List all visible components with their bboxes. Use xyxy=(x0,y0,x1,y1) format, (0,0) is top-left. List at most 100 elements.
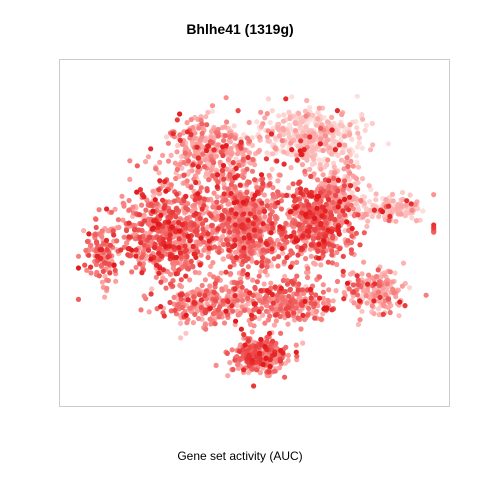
scatter-point xyxy=(246,179,252,185)
scatter-point xyxy=(143,296,149,302)
scatter-point xyxy=(394,206,400,212)
scatter-point xyxy=(335,224,341,230)
scatter-point xyxy=(324,162,330,168)
scatter-point xyxy=(270,151,276,157)
scatter-point xyxy=(357,298,363,304)
scatter-point xyxy=(184,120,190,126)
scatter-point xyxy=(178,277,184,283)
scatter-point xyxy=(154,201,160,207)
scatter-point xyxy=(252,177,258,183)
scatter-point xyxy=(264,111,270,117)
scatter-point xyxy=(234,297,240,303)
scatter-point xyxy=(308,173,314,179)
scatter-point xyxy=(326,241,332,247)
scatter-point xyxy=(342,228,348,234)
scatter-point xyxy=(230,366,236,373)
scatter-point xyxy=(219,287,225,293)
scatter-point xyxy=(383,292,389,298)
scatter-point xyxy=(127,176,133,182)
scatter-point xyxy=(262,295,268,301)
scatter-point xyxy=(105,277,111,284)
scatter-point xyxy=(278,330,284,336)
scatter-point xyxy=(93,216,99,222)
scatter-point xyxy=(336,213,342,220)
scatter-point xyxy=(174,149,180,155)
scatter-point xyxy=(304,97,310,104)
scatter-point xyxy=(233,254,239,260)
scatter-point xyxy=(357,242,363,248)
scatter-point xyxy=(75,265,82,271)
scatter-point xyxy=(134,163,140,169)
scatter-point xyxy=(320,300,327,306)
scatter-point xyxy=(174,117,180,123)
scatter-point xyxy=(170,131,176,137)
scatter-point xyxy=(202,137,208,144)
scatter-point xyxy=(262,268,268,274)
scatter-point xyxy=(244,348,250,354)
scatter-point xyxy=(386,296,392,302)
scatter-point xyxy=(359,271,365,277)
scatter-point xyxy=(329,127,335,133)
scatter-point xyxy=(220,152,226,159)
scatter-point xyxy=(298,138,304,144)
scatter-point xyxy=(227,264,233,270)
scatter-point xyxy=(242,253,248,259)
scatter-point xyxy=(355,212,361,218)
scatter-point xyxy=(252,284,258,291)
scatter-point xyxy=(171,198,177,204)
scatter-point xyxy=(111,232,117,238)
scatter-point xyxy=(278,285,284,291)
scatter-point xyxy=(320,249,326,255)
scatter-point xyxy=(242,147,248,153)
scatter-point xyxy=(221,191,227,197)
scatter-point xyxy=(262,115,268,121)
scatter-point xyxy=(296,110,302,116)
scatter-point xyxy=(399,189,406,196)
scatter-point xyxy=(277,306,283,312)
scatter-point xyxy=(276,113,282,119)
scatter-point xyxy=(339,149,345,156)
scatter-point xyxy=(288,165,294,171)
scatter-point xyxy=(295,252,301,258)
scatter-point xyxy=(282,289,288,295)
scatter-point xyxy=(404,198,410,204)
scatter-point xyxy=(254,279,260,285)
scatter-point xyxy=(177,161,183,167)
scatter-point xyxy=(240,258,246,264)
scatter-point xyxy=(408,201,414,207)
scatter-point xyxy=(302,298,308,304)
scatter-point xyxy=(195,168,201,175)
scatter-point xyxy=(151,218,157,224)
scatter-point xyxy=(322,233,328,239)
scatter-point xyxy=(264,264,270,270)
scatter-point xyxy=(398,211,404,217)
scatter-point xyxy=(228,190,234,197)
scatter-point xyxy=(328,212,334,218)
scatter-point xyxy=(142,159,149,165)
scatter-point xyxy=(186,158,192,164)
scatter-point xyxy=(195,191,201,197)
scatter-point xyxy=(188,184,194,190)
scatter-point xyxy=(185,317,191,323)
scatter-point xyxy=(196,125,202,131)
scatter-point xyxy=(177,292,183,298)
scatter-point xyxy=(275,125,281,131)
scatter-point xyxy=(390,198,396,204)
scatter-point xyxy=(177,111,183,117)
scatter-point xyxy=(271,351,278,357)
scatter-point xyxy=(201,239,207,245)
scatter-point xyxy=(242,342,248,348)
scatter-point xyxy=(199,121,205,127)
scatter-point xyxy=(246,150,252,156)
scatter-point xyxy=(359,145,365,151)
scatter-point xyxy=(83,247,89,254)
scatter-point xyxy=(341,183,347,189)
scatter-point xyxy=(283,306,289,312)
scatter-point xyxy=(262,344,268,350)
scatter-point xyxy=(355,277,361,283)
scatter-point xyxy=(167,232,173,238)
scatter-point xyxy=(226,247,232,253)
scatter-point xyxy=(193,211,199,217)
scatter-point xyxy=(99,247,105,253)
scatter-point xyxy=(312,226,318,232)
